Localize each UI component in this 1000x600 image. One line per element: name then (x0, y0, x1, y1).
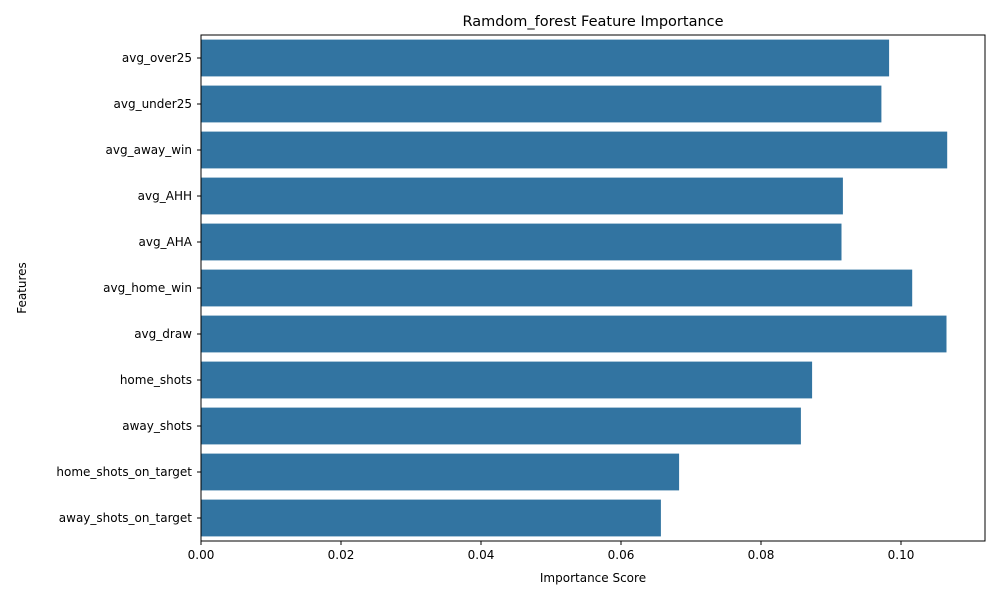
x-tick-label: 0.04 (468, 548, 495, 562)
bar-away_shots_on_target (201, 499, 661, 537)
bar-avg_AHA (201, 223, 842, 261)
bars-layer (201, 39, 948, 537)
y-axis-ticks: avg_over25 avg_under25 avg_away_win avg_AHH… (56, 51, 201, 525)
x-tick-label: 0.00 (188, 548, 215, 562)
y-tick-label: avg_over25 (122, 51, 192, 65)
x-axis-label: Importance Score (540, 571, 646, 585)
x-tick-label: 0.10 (888, 548, 915, 562)
bar-home_shots_on_target (201, 453, 680, 491)
y-tick-label: avg_home_win (103, 281, 192, 295)
y-tick-label: avg_AHA (138, 235, 192, 249)
chart-title: Ramdom_forest Feature Importance (462, 14, 723, 30)
bar-avg_under25 (201, 85, 882, 123)
plot-frame (200, 34, 986, 542)
bar-home_shots (201, 361, 813, 399)
y-tick-label: home_shots (120, 373, 192, 387)
bar-avg_draw (201, 315, 947, 353)
y-tick-label: avg_draw (134, 327, 192, 341)
bar-away_shots (201, 407, 801, 445)
y-tick-label: avg_AHH (138, 189, 192, 203)
y-tick-label: avg_under25 (114, 97, 193, 111)
bar-avg_AHH (201, 177, 843, 215)
bar-avg_over25 (201, 39, 890, 77)
y-axis-label: Features (15, 262, 29, 314)
x-tick-label: 0.08 (748, 548, 775, 562)
y-tick-label: away_shots (122, 419, 192, 433)
y-tick-label: away_shots_on_target (59, 511, 193, 525)
bar-avg_home_win (201, 269, 913, 307)
bar-avg_away_win (201, 131, 948, 169)
x-tick-label: 0.06 (608, 548, 635, 562)
y-tick-label: avg_away_win (106, 143, 192, 157)
x-axis-ticks: 0.00 0.02 0.04 0.06 0.08 0.10 (188, 541, 915, 562)
x-tick-label: 0.02 (328, 548, 355, 562)
y-tick-label: home_shots_on_target (56, 465, 192, 479)
